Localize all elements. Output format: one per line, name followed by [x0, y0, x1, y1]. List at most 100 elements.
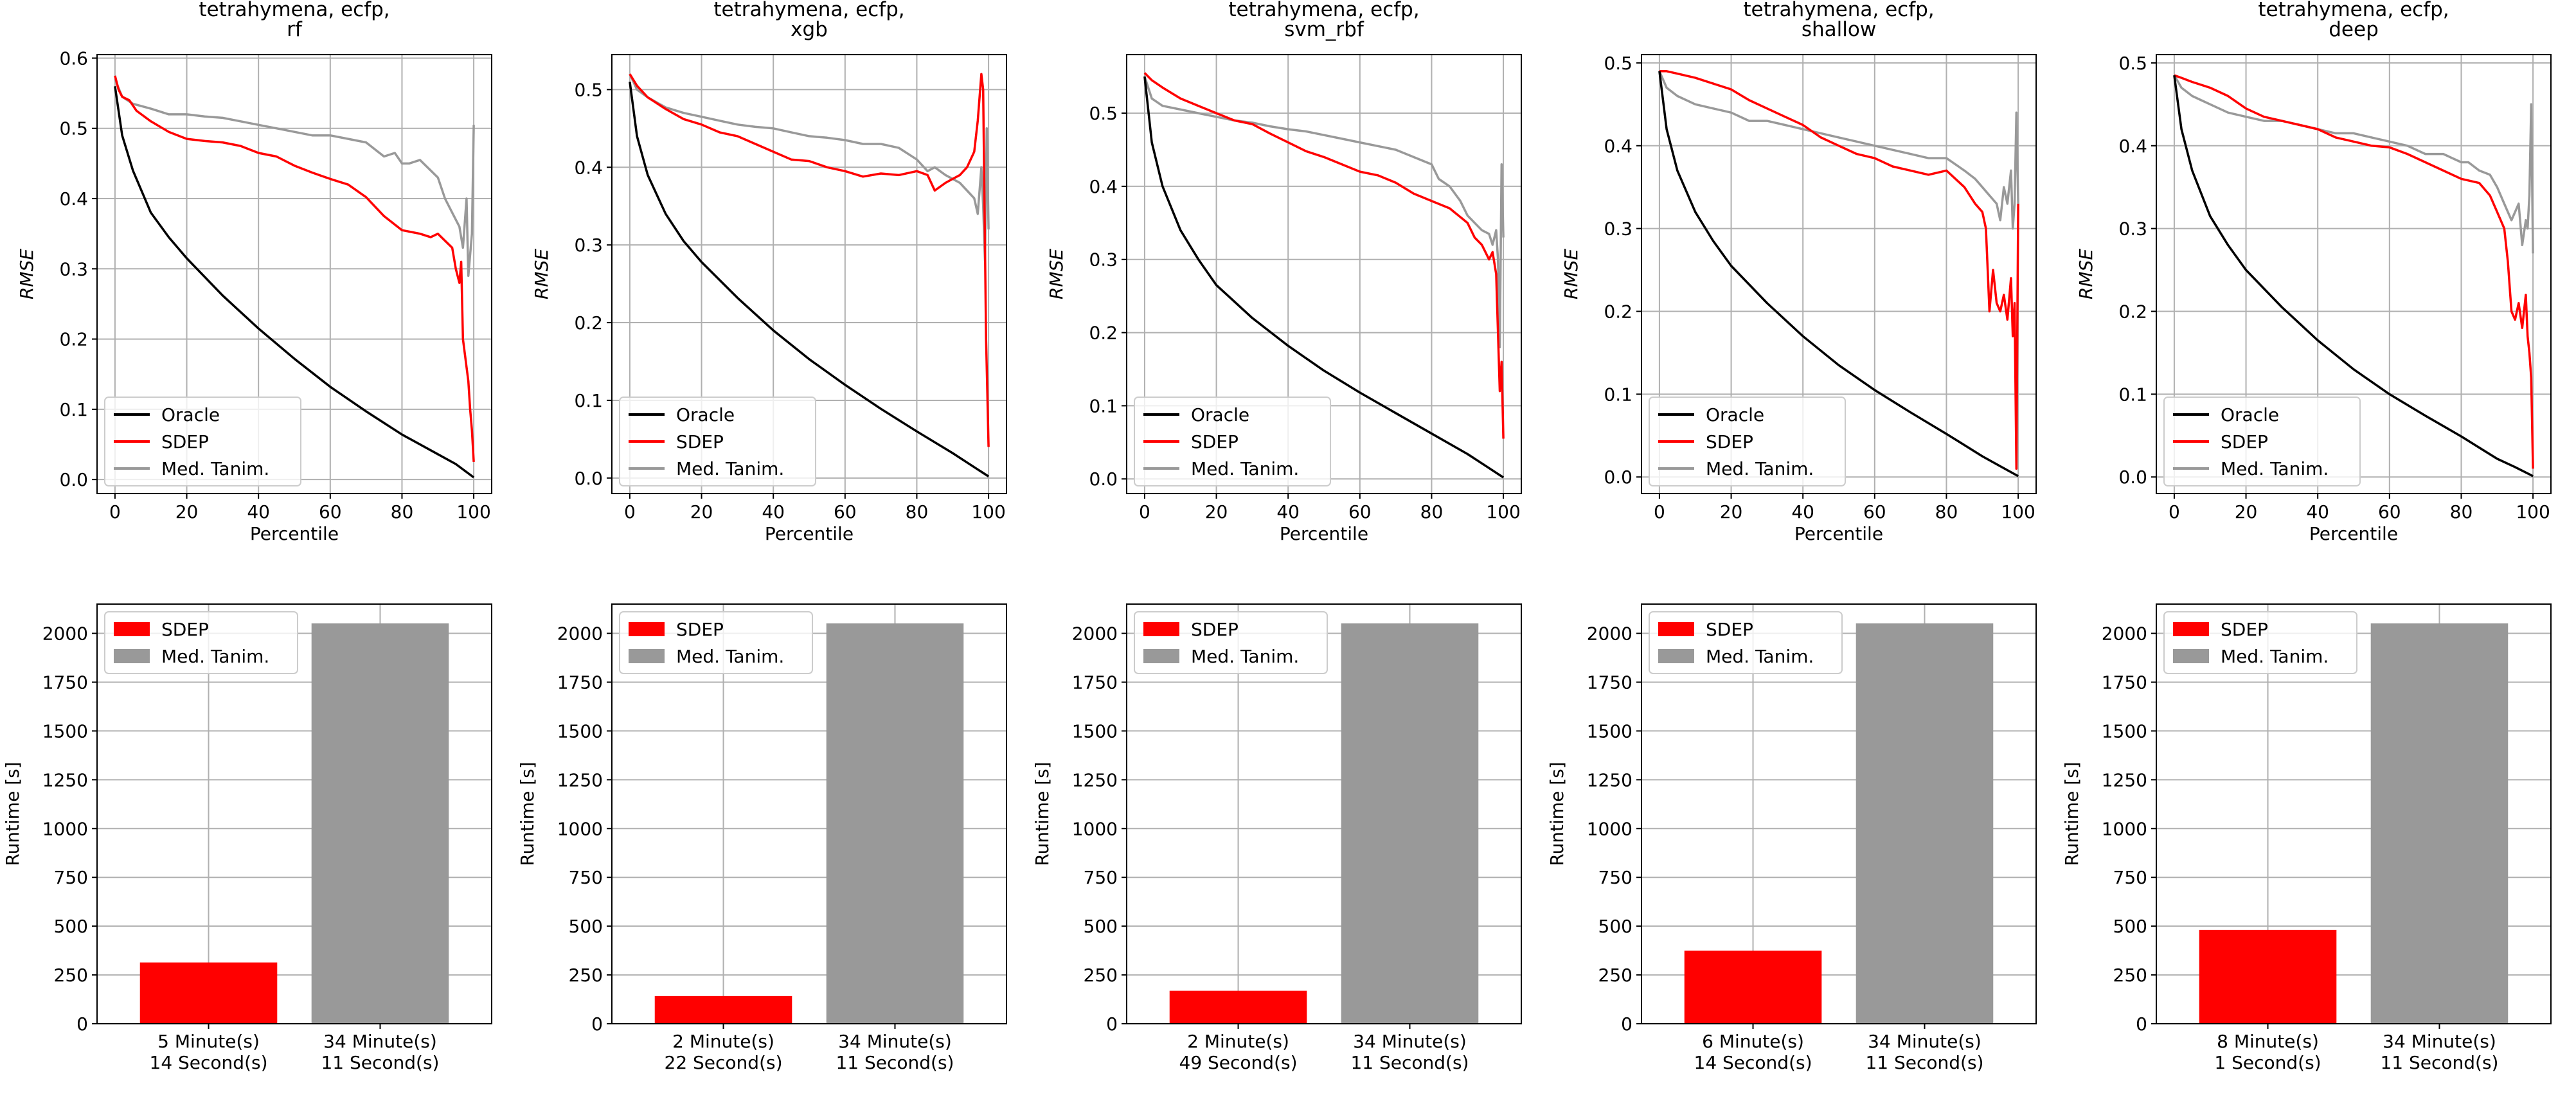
y-tick-label: 750	[54, 867, 88, 888]
legend-label: Oracle	[1191, 404, 1249, 425]
x-tick-label: 6 Minute(s)	[1702, 1031, 1804, 1052]
y-tick-label: 0.5	[1604, 53, 1632, 74]
y-tick-label: 0.2	[1089, 323, 1118, 344]
x-tick-label: 40	[1276, 501, 1300, 522]
y-tick-label: 250	[54, 965, 88, 986]
y-tick-label: 1000	[1587, 818, 1632, 839]
x-tick-label: 80	[391, 501, 414, 522]
x-tick-label: 8 Minute(s)	[2217, 1031, 2319, 1052]
x-tick-label: 40	[762, 501, 785, 522]
y-tick-label: 1000	[1072, 818, 1118, 839]
y-axis-label: Runtime [s]	[2, 762, 23, 866]
series-line-sdep	[2174, 74, 2534, 469]
legend-label: SDEP	[2221, 431, 2268, 452]
axes-frame	[611, 54, 1007, 494]
series-group	[2173, 74, 2534, 477]
y-tick-label: 0.0	[574, 468, 603, 489]
bar	[311, 623, 449, 1024]
x-tick-label: 34 Minute(s)	[1868, 1031, 1981, 1052]
series-group	[629, 73, 990, 477]
y-tick-label: 0.0	[1089, 468, 1118, 490]
x-tick-label: 49 Second(s)	[1179, 1052, 1298, 1073]
chart-title: tetrahymena, ecfp,	[1228, 0, 1419, 21]
bar	[1169, 990, 1307, 1024]
legend-label: SDEP	[676, 431, 724, 452]
y-axis-label: Runtime [s]	[517, 762, 538, 866]
chart-5: tetrahymena, ecfp,deep 0.0 0.1 0.2 0.3 0.4 0.5…	[2075, 0, 2552, 544]
x-tick-label: 11 Second(s)	[321, 1052, 439, 1073]
y-tick-label: 0.4	[59, 188, 88, 210]
y-tick-label: 0.6	[59, 48, 88, 69]
legend-swatch	[1658, 649, 1694, 663]
axes-frame	[611, 603, 1007, 1024]
y-tick-label: 0	[1106, 1013, 1118, 1035]
bar	[1341, 623, 1479, 1024]
y-tick-label: 500	[1084, 916, 1118, 937]
series-line-sdep	[114, 75, 475, 462]
y-tick-label: 500	[2113, 916, 2147, 937]
chart-3: tetrahymena, ecfp,svm_rbf 0.0 0.1 0.2 0.3 0.4…	[1046, 0, 1522, 544]
chart-title: rf	[287, 18, 303, 41]
y-tick-label: 0.3	[59, 258, 88, 280]
series-line-med-tanim-	[629, 73, 990, 262]
chart-9: 6 Minute(s)14 Second(s) 34 Minute(s)11 Se…	[1546, 603, 2037, 1073]
x-tick-label: 40	[247, 501, 270, 522]
y-tick-label: 1500	[2102, 720, 2147, 742]
y-tick-label: 0.5	[59, 118, 88, 139]
y-tick-label: 0.3	[2118, 219, 2147, 240]
legend-label: Oracle	[161, 404, 220, 425]
y-tick-label: 0	[591, 1013, 603, 1035]
y-tick-label: 0.2	[574, 312, 603, 334]
y-tick-label: 1250	[557, 769, 603, 790]
x-axis-label: Percentile	[1280, 523, 1368, 544]
x-tick-label: 100	[971, 501, 1005, 522]
chart-title: shallow	[1802, 18, 1876, 41]
legend-box	[2163, 611, 2357, 674]
y-axis-label: RMSE	[2075, 249, 2097, 299]
y-tick-label: 0	[1621, 1013, 1632, 1035]
y-tick-label: 2000	[42, 623, 88, 645]
y-tick-label: 1500	[42, 720, 88, 742]
axes-frame	[96, 603, 492, 1024]
legend-label: SDEP	[1706, 619, 1753, 640]
y-axis-label: RMSE	[16, 249, 37, 299]
legend-box	[1134, 611, 1328, 674]
y-tick-label: 0.4	[574, 157, 603, 178]
y-tick-label: 2000	[1072, 623, 1118, 645]
x-tick-label: 1 Second(s)	[2214, 1052, 2321, 1073]
series-line-sdep	[1659, 70, 2019, 470]
bar	[1856, 623, 1994, 1024]
y-tick-label: 0.4	[1604, 136, 1632, 157]
y-tick-label: 0.1	[1604, 384, 1632, 405]
y-tick-label: 1250	[1587, 769, 1632, 790]
series-line-med-tanim-	[1143, 76, 1505, 349]
y-tick-label: 250	[569, 965, 603, 986]
legend-box	[619, 611, 813, 674]
y-tick-label: 1000	[557, 818, 603, 839]
x-tick-label: 2 Minute(s)	[1187, 1031, 1289, 1052]
y-tick-label: 0.1	[1089, 395, 1118, 416]
chart-2: tetrahymena, ecfp,xgb 0.0 0.1 0.2 0.3 0.4 0.5 0…	[531, 0, 1007, 544]
y-tick-label: 1750	[1587, 672, 1632, 693]
y-tick-label: 0.2	[2118, 301, 2147, 322]
chart-7: 2 Minute(s)22 Second(s) 34 Minute(s)11 Se…	[517, 603, 1007, 1073]
x-tick-label: 34 Minute(s)	[323, 1031, 437, 1052]
x-tick-label: 60	[1863, 501, 1886, 522]
y-axis-label: Runtime [s]	[2061, 762, 2082, 866]
y-tick-label: 0.4	[1089, 176, 1118, 197]
y-tick-label: 0.5	[1089, 103, 1118, 124]
y-tick-label: 0.5	[2118, 53, 2147, 74]
x-tick-label: 34 Minute(s)	[1353, 1031, 1467, 1052]
y-tick-label: 0.1	[59, 399, 88, 420]
x-tick-label: 60	[834, 501, 857, 522]
axes-frame	[1126, 603, 1522, 1024]
x-tick-label: 0	[2169, 501, 2180, 522]
y-tick-label: 750	[1084, 867, 1118, 888]
y-tick-label: 1750	[557, 672, 603, 693]
legend-label: Med. Tanim.	[1706, 458, 1814, 479]
legend-label: SDEP	[161, 619, 209, 640]
bar	[2370, 623, 2509, 1024]
y-tick-label: 1250	[1072, 769, 1118, 790]
x-tick-label: 11 Second(s)	[836, 1052, 954, 1073]
x-axis-label: Percentile	[2309, 523, 2398, 544]
